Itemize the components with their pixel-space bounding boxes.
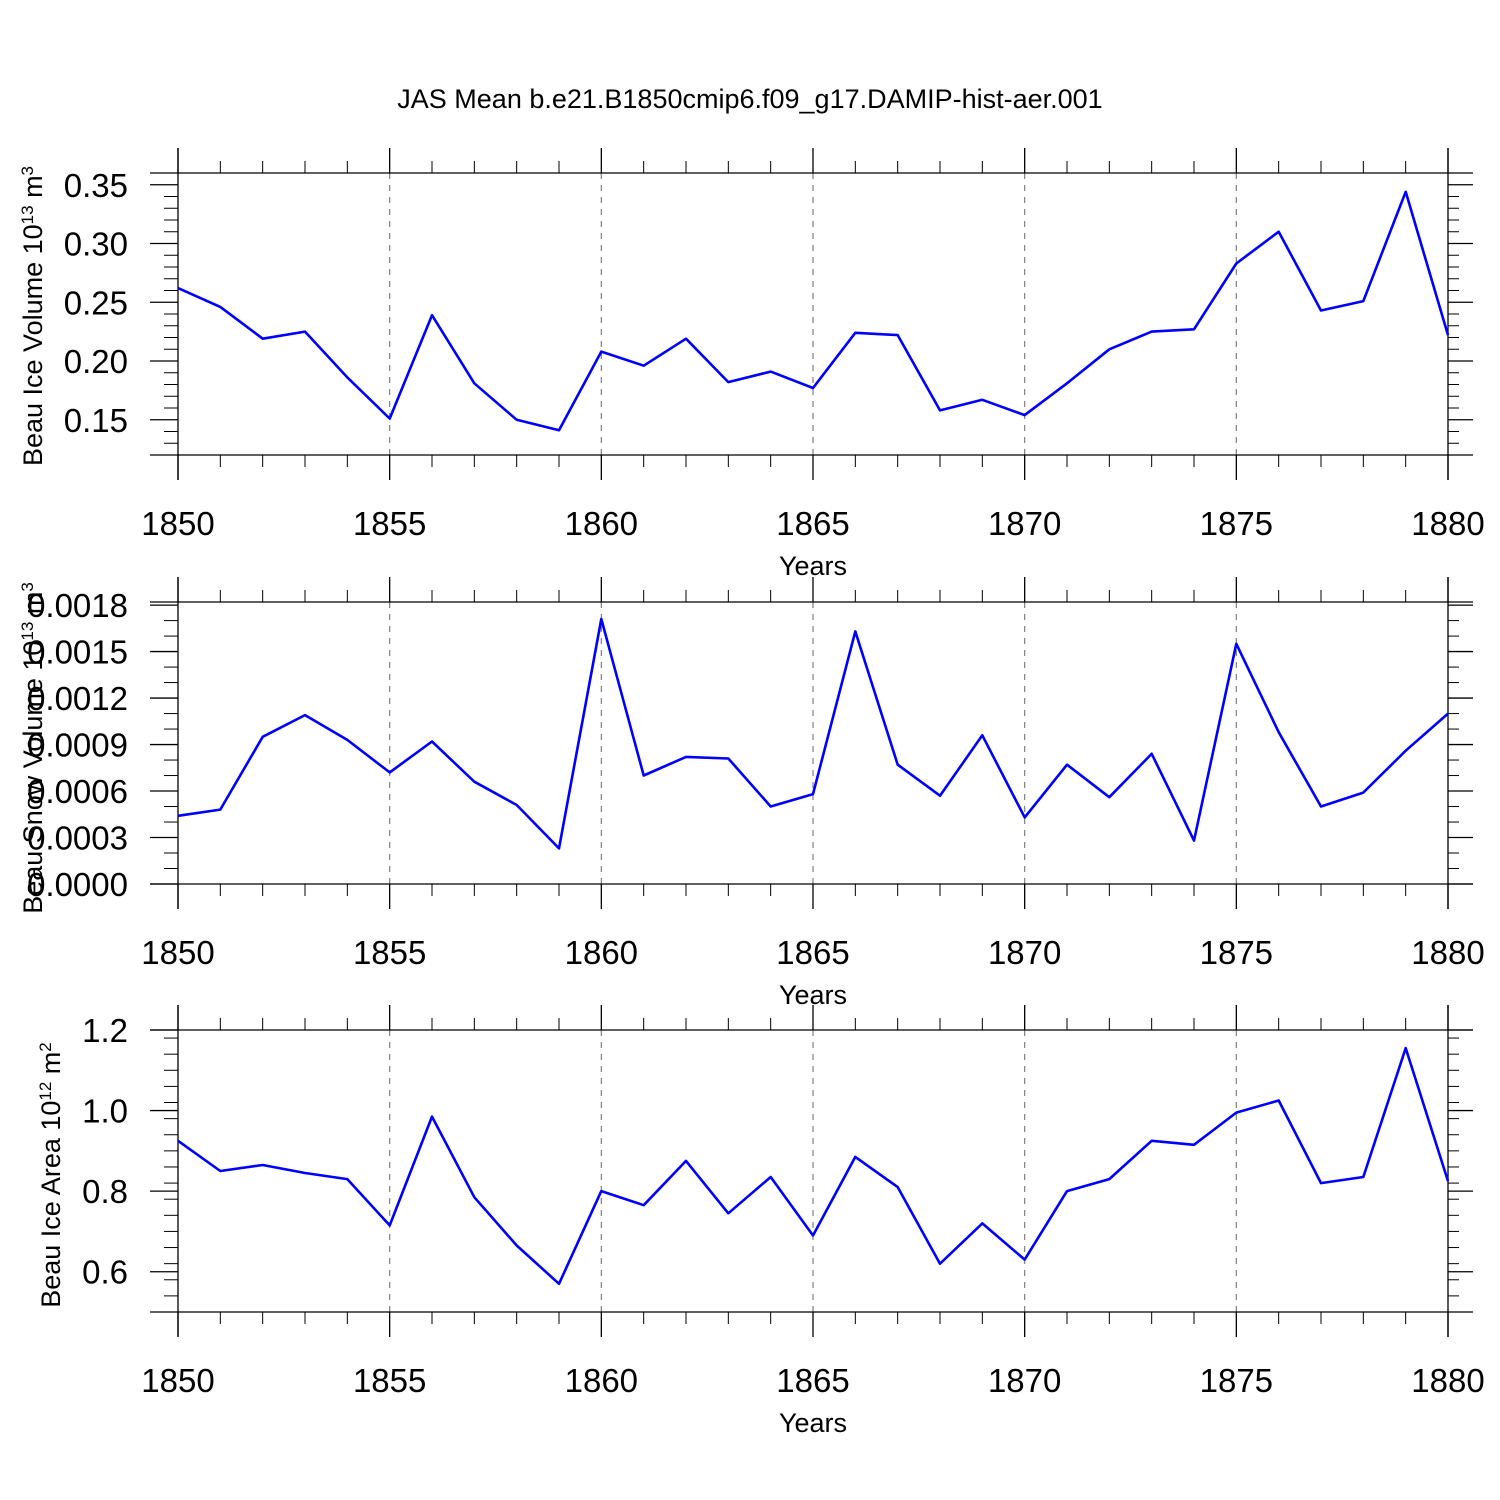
y-tick-label: 0.0018 (27, 587, 128, 624)
x-tick-label: 1860 (565, 934, 638, 971)
x-tick-label: 1880 (1411, 505, 1484, 542)
x-tick-label: 1870 (988, 1362, 1061, 1399)
y-tick-label: 0.15 (64, 402, 128, 439)
y-tick-label: 0.0015 (27, 634, 128, 671)
x-tick-label: 1875 (1200, 505, 1273, 542)
x-tick-label: 1870 (988, 505, 1061, 542)
x-tick-label: 1850 (141, 505, 214, 542)
y-tick-label: 1.0 (82, 1093, 128, 1130)
plot-panel-2: 1850 1855 1860 1865 1870 1875 1880 0.0000 0.0003… (18, 577, 1485, 1010)
y-axis-title: Beau Ice Area 1012 m2 (36, 1042, 66, 1308)
x-axis-title: Years (779, 1408, 847, 1438)
y-tick-label: 0.0012 (27, 680, 128, 717)
y-tick-label: 0.35 (64, 167, 128, 204)
plot-panel-1: 1850 1855 1860 1865 1870 1875 1880 0.15 0.20 0.25… (18, 148, 1485, 581)
x-tick-label: 1865 (776, 934, 849, 971)
y-tick-label: 1.2 (82, 1012, 128, 1049)
y-tick-label: 0.0009 (27, 727, 128, 764)
x-tick-label: 1860 (565, 1362, 638, 1399)
y-tick-label: 0.20 (64, 343, 128, 380)
y-tick-label: 0.30 (64, 226, 128, 263)
x-tick-label: 1860 (565, 505, 638, 542)
y-tick-label: 0.0006 (27, 773, 128, 810)
y-axis-title: Beau Ice Volume 1013 m3 (18, 166, 48, 466)
x-tick-label: 1855 (353, 934, 426, 971)
x-tick-label: 1855 (353, 505, 426, 542)
y-tick-label: 0.8 (82, 1173, 128, 1210)
x-tick-label: 1850 (141, 1362, 214, 1399)
x-tick-label: 1865 (776, 1362, 849, 1399)
x-tick-label: 1865 (776, 505, 849, 542)
x-axis-title: Years (779, 551, 847, 581)
y-tick-label: 0.6 (82, 1254, 128, 1291)
x-tick-label: 1855 (353, 1362, 426, 1399)
x-tick-label: 1870 (988, 934, 1061, 971)
page-title: JAS Mean b.e21.B1850cmip6.f09_g17.DAMIP-… (397, 84, 1103, 114)
y-tick-label: 0.0003 (27, 820, 128, 857)
plot-panel-3: 1850 1855 1860 1865 1870 1875 1880 0.6 0.8 1.0 1.2… (36, 1005, 1485, 1438)
y-axis-title: Beau Snow Volume 1013 m3 (18, 582, 48, 914)
x-tick-label: 1875 (1200, 1362, 1273, 1399)
x-tick-label: 1880 (1411, 1362, 1484, 1399)
x-tick-label: 1875 (1200, 934, 1273, 971)
y-tick-label: 0.25 (64, 284, 128, 321)
y-tick-label: 0.0000 (27, 866, 128, 903)
x-tick-label: 1880 (1411, 934, 1484, 971)
x-tick-label: 1850 (141, 934, 214, 971)
